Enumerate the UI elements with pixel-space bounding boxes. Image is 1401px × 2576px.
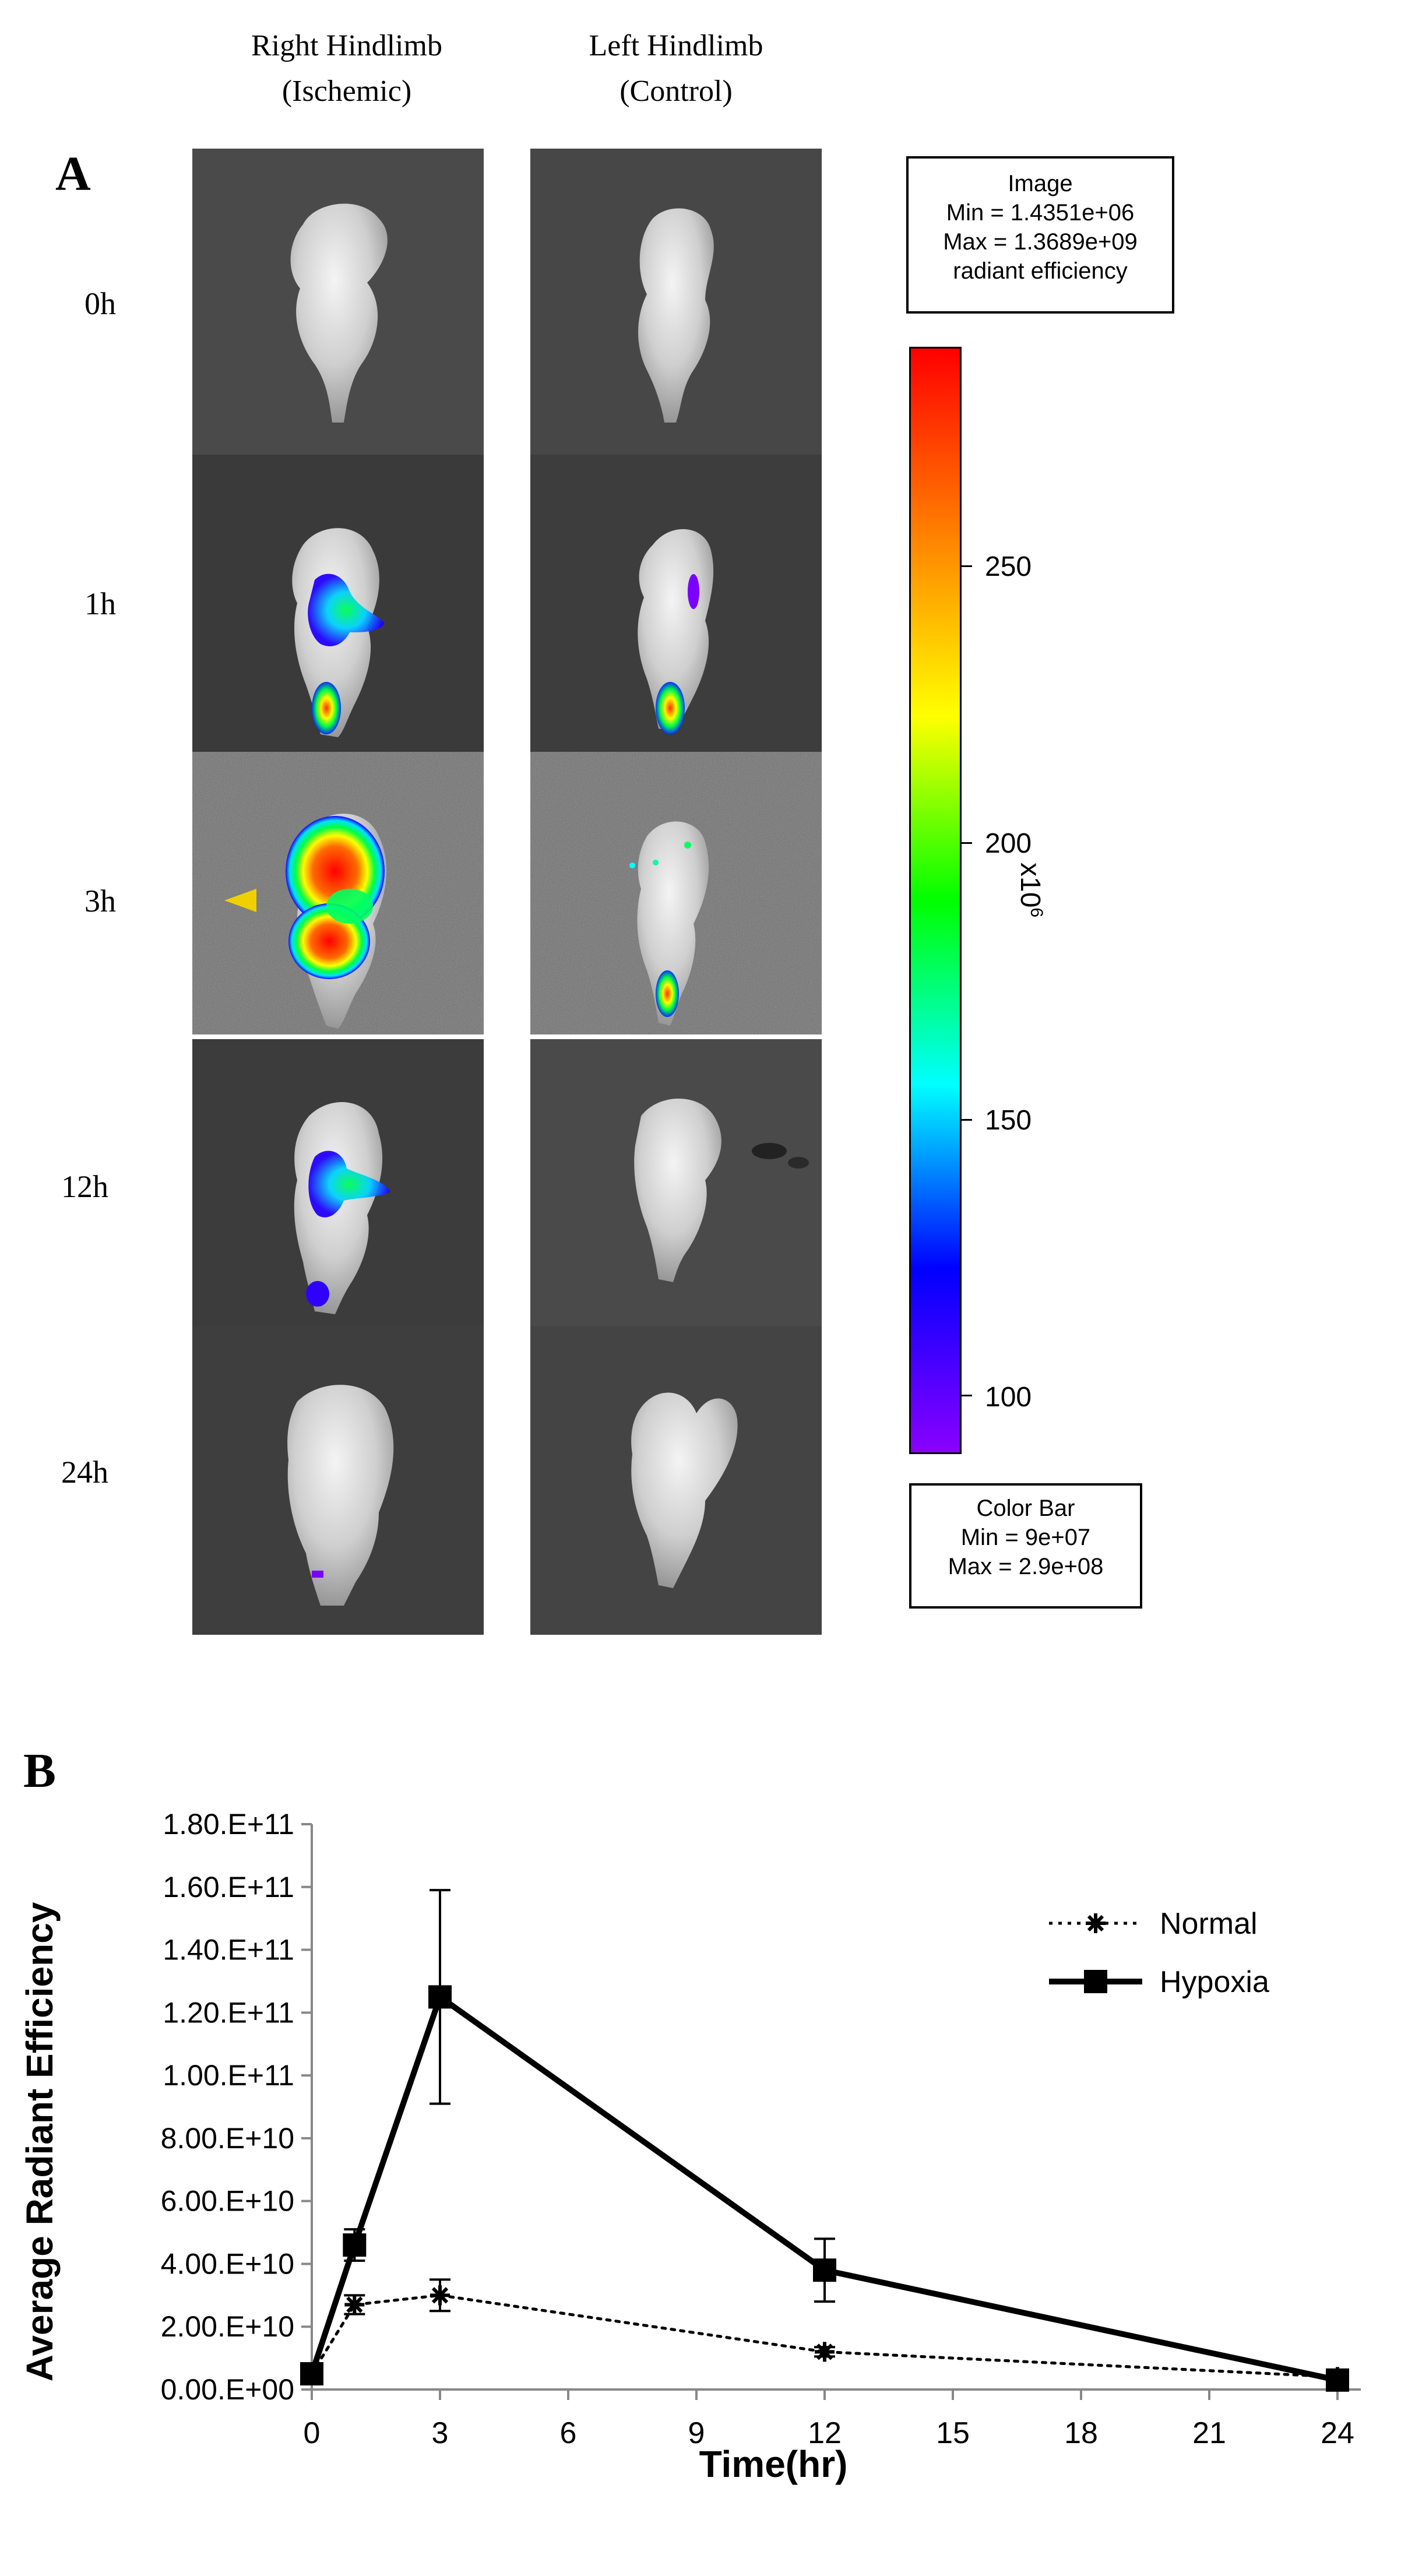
- time-label-0h: 0h: [85, 286, 116, 321]
- color-bar-tick-200: 200: [985, 828, 1032, 859]
- color-bar: [909, 347, 962, 1454]
- legend-label: Hypoxia: [1160, 1965, 1269, 1999]
- chart-series: [300, 1889, 1349, 2392]
- imaging-grid: [192, 149, 822, 1635]
- data-point-asterisk: [430, 2285, 450, 2306]
- x-tick-label: 15: [936, 2416, 970, 2450]
- y-tick-label: 0.00.E+00: [161, 2373, 294, 2406]
- image-info-units: radiant efficiency: [953, 258, 1128, 284]
- color-bar-info-min: Min = 9e+07: [960, 1525, 1091, 1550]
- y-tick-label: 2.00.E+10: [161, 2310, 294, 2343]
- column-title-line1: Left Hindlimb: [589, 29, 763, 62]
- y-tick-label: 1.20.E+11: [163, 1996, 294, 2029]
- limb-row-0h: [290, 203, 714, 423]
- x-tick-label: 6: [560, 2416, 577, 2450]
- panel-a-letter: A: [55, 147, 91, 201]
- color-bar-tick-100: 100: [985, 1382, 1032, 1413]
- color-bar-info-box: Color Bar Min = 9e+07 Max = 2.9e+08: [909, 1483, 1142, 1609]
- time-label-3h: 3h: [85, 884, 116, 919]
- color-bar-info-max: Max = 2.9e+08: [948, 1554, 1104, 1579]
- legend-marker-asterisk: [1087, 1915, 1104, 1932]
- limb-row-1h: [292, 528, 714, 737]
- data-point-asterisk: [815, 2342, 835, 2362]
- y-tick-label: 1.80.E+11: [163, 1808, 294, 1840]
- series-line: [310, 2293, 1339, 2378]
- color-bar-unit-base: x10: [1015, 863, 1046, 908]
- x-tick-label: 9: [688, 2416, 705, 2450]
- y-tick-label: 6.00.E+10: [161, 2185, 294, 2218]
- data-point-square: [343, 2233, 367, 2257]
- y-tick-label: 4.00.E+10: [161, 2247, 294, 2280]
- limb-row-3h: [224, 814, 709, 1029]
- legend-label: Normal: [1160, 1907, 1258, 1941]
- y-tick-label: 1.60.E+11: [163, 1871, 294, 1903]
- color-bar-unit-exponent: 6: [1027, 907, 1046, 918]
- y-tick-label: 1.00.E+11: [163, 2059, 294, 2092]
- color-bar-ticks: [962, 347, 973, 1454]
- x-tick-label: 21: [1192, 2416, 1226, 2450]
- series-line: [309, 1992, 1340, 2383]
- column-title-line2: (Control): [619, 75, 733, 108]
- x-axis-label: Time(hr): [699, 2443, 848, 2485]
- image-info-max: Max = 1.3689e+09: [943, 229, 1138, 255]
- column-title-right-hindlimb: Right Hindlimb (Ischemic): [192, 23, 501, 114]
- column-title-left-hindlimb: Left Hindlimb (Control): [525, 23, 828, 114]
- color-bar-tick-150: 150: [985, 1105, 1032, 1136]
- chart-legend: Normal Hypoxia: [1049, 1907, 1269, 1999]
- y-tick-label: 8.00.E+10: [161, 2122, 294, 2155]
- data-point-asterisk: [344, 2295, 365, 2315]
- color-bar-info-line1: Color Bar: [976, 1495, 1075, 1521]
- asterisk-stroke: [431, 2287, 449, 2304]
- line-chart: 0.00.E+00 2.00.E+10 4.00.E+10 6.00.E+10 8.00…: [19, 1808, 1361, 2485]
- data-point-square: [813, 2258, 836, 2282]
- x-tick-label: 0: [304, 2416, 321, 2450]
- series-hypoxia: [300, 1889, 1349, 2392]
- arrowhead-marker: [224, 889, 256, 912]
- data-point-square: [1326, 2368, 1349, 2392]
- color-bar-tick-250: 250: [985, 551, 1032, 582]
- column-title-line2: (Ischemic): [281, 75, 412, 108]
- time-label-1h: 1h: [85, 586, 116, 621]
- image-info-min: Min = 1.4351e+06: [946, 200, 1135, 226]
- limb-row-24h: [287, 1385, 738, 1606]
- y-tick-label: 1.40.E+11: [163, 1934, 294, 1966]
- asterisk-stroke: [816, 2343, 833, 2360]
- x-tick-label: 12: [808, 2416, 842, 2450]
- time-label-12h: 12h: [61, 1169, 108, 1204]
- data-point-square: [300, 2362, 323, 2386]
- x-tick-label: 3: [432, 2416, 449, 2450]
- chart-axes: 0.00.E+00 2.00.E+10 4.00.E+10 6.00.E+10 8.00…: [19, 1808, 1361, 2485]
- panel-b-letter: B: [23, 1744, 57, 1798]
- limb-row-12h: [294, 1099, 809, 1314]
- legend-marker-square: [1084, 1970, 1107, 1993]
- legend-item-normal: Normal: [1049, 1907, 1258, 1941]
- series-normal: [301, 2278, 1348, 2387]
- time-label-24h: 24h: [61, 1455, 108, 1490]
- legend-item-hypoxia: Hypoxia: [1049, 1965, 1269, 1999]
- color-bar-unit: x106: [1014, 863, 1046, 917]
- image-info-line1: Image: [1008, 171, 1073, 196]
- x-tick-label: 24: [1321, 2416, 1354, 2450]
- asterisk-stroke: [346, 2296, 363, 2313]
- x-tick-label: 18: [1064, 2416, 1098, 2450]
- column-title-line1: Right Hindlimb: [251, 29, 442, 62]
- y-axis-label: Average Radiant Efficiency: [19, 1902, 61, 2381]
- data-point-square: [428, 1985, 452, 2009]
- image-info-box: Image Min = 1.4351e+06 Max = 1.3689e+09 …: [906, 156, 1174, 314]
